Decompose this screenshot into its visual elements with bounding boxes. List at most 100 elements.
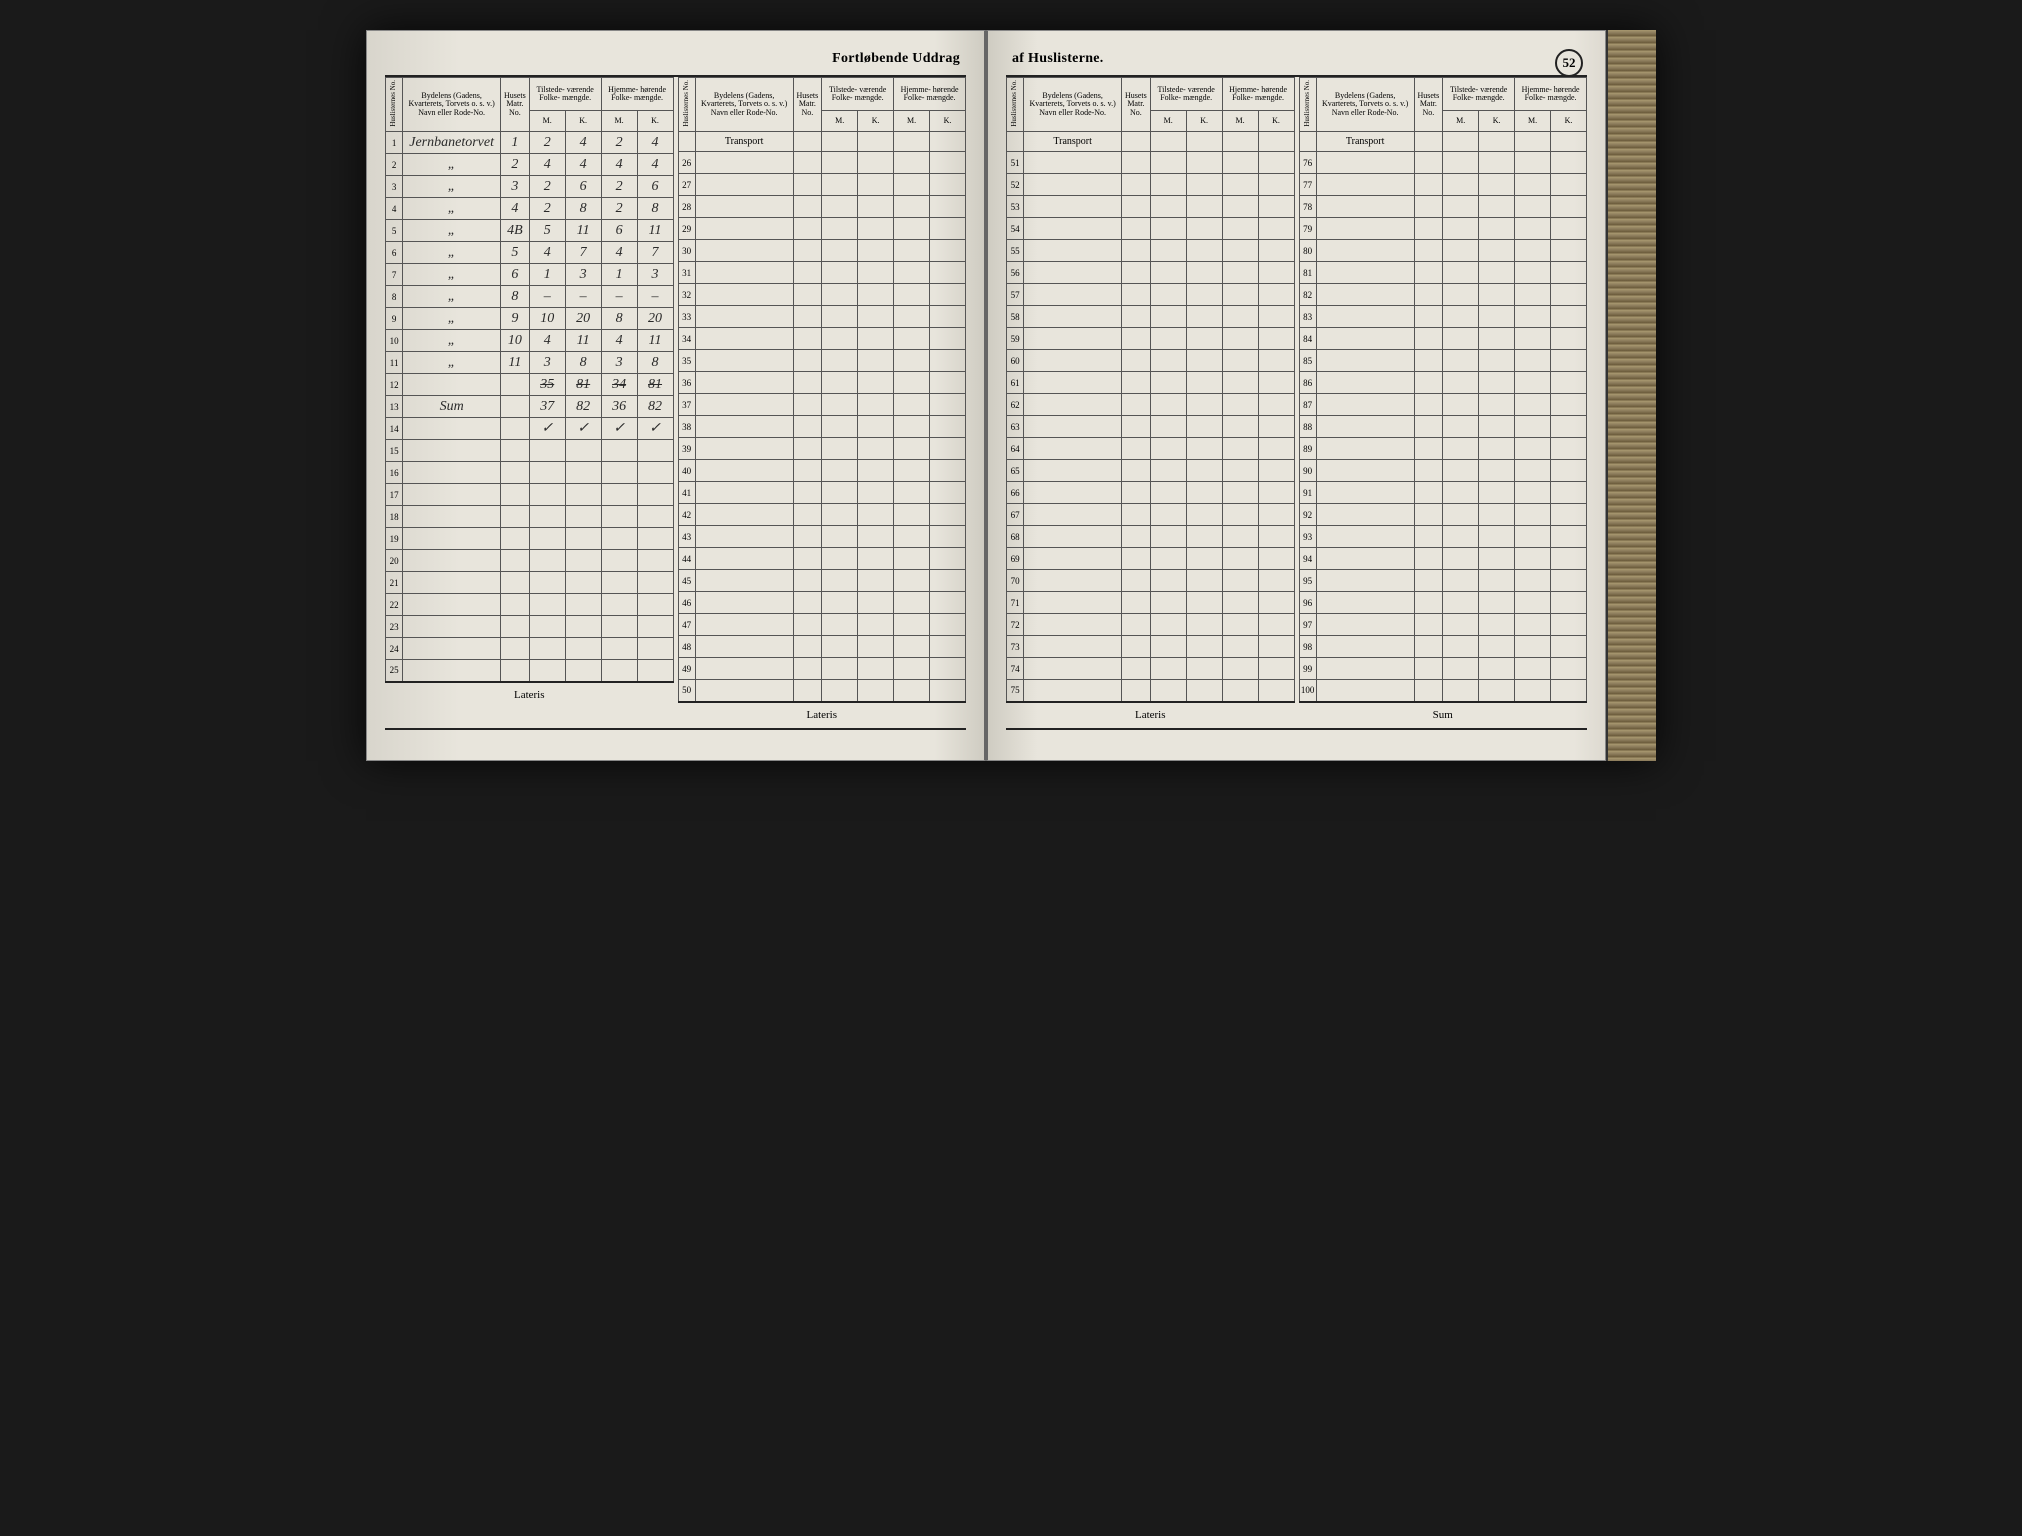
cell [1258, 482, 1294, 504]
row-number: 47 [678, 614, 695, 636]
cell [695, 658, 793, 680]
cell [1551, 174, 1587, 196]
table-row: 5„4B511611 [386, 220, 674, 242]
table-row: 51 [1007, 152, 1295, 174]
cell [637, 550, 673, 572]
cell [1150, 680, 1186, 702]
cell [1551, 284, 1587, 306]
table-row: 60 [1007, 350, 1295, 372]
cell [1150, 636, 1186, 658]
cell [1122, 284, 1151, 306]
row-number: 30 [678, 240, 695, 262]
cell: 6 [565, 176, 601, 198]
table-row: 94 [1299, 548, 1587, 570]
cell [1515, 570, 1551, 592]
cell [1024, 262, 1122, 284]
cell [1122, 482, 1151, 504]
cell [1222, 592, 1258, 614]
row-number: 31 [678, 262, 695, 284]
cell [501, 418, 530, 440]
col-bydelen: Bydelens (Gadens, Kvarterets, Torvets o.… [403, 78, 501, 132]
cell [1414, 548, 1443, 570]
cell [601, 462, 637, 484]
col-m: M. [601, 111, 637, 132]
table-row: 81 [1299, 262, 1587, 284]
sum-label: Sum [1299, 702, 1587, 728]
cell [501, 572, 530, 594]
row-number: 72 [1007, 614, 1024, 636]
cell [822, 328, 858, 350]
table-row: 49 [678, 658, 966, 680]
row-number: 33 [678, 306, 695, 328]
cell [403, 440, 501, 462]
cell [793, 416, 822, 438]
table-row: 68 [1007, 526, 1295, 548]
cell [1222, 438, 1258, 460]
table-row: 16 [386, 462, 674, 484]
cell [501, 462, 530, 484]
cell [1186, 416, 1222, 438]
cell [894, 372, 930, 394]
cell [1443, 482, 1479, 504]
cell [894, 240, 930, 262]
table-row: 86 [1299, 372, 1587, 394]
cell [501, 550, 530, 572]
cell: 3 [529, 352, 565, 374]
table-body: 2627282930313233343536373839404142434445… [678, 152, 966, 702]
row-number: 29 [678, 218, 695, 240]
cell [1414, 240, 1443, 262]
cell [1258, 262, 1294, 284]
cell [695, 240, 793, 262]
cell [1150, 526, 1186, 548]
cell [695, 680, 793, 702]
cell [1414, 152, 1443, 174]
right-section-1: Huslisternes No. Bydelens (Gadens, Kvart… [1006, 77, 1295, 728]
cell [822, 658, 858, 680]
cell [1186, 196, 1222, 218]
row-number: 17 [386, 484, 403, 506]
cell [601, 616, 637, 638]
table-row: 19 [386, 528, 674, 550]
cell [1316, 416, 1414, 438]
cell [1479, 438, 1515, 460]
cell [1186, 152, 1222, 174]
cell [858, 284, 894, 306]
cell [1024, 306, 1122, 328]
cell [793, 152, 822, 174]
cell [565, 572, 601, 594]
table-row: 85 [1299, 350, 1587, 372]
cell: 2 [601, 176, 637, 198]
cell [1443, 460, 1479, 482]
cell [1316, 196, 1414, 218]
cell [858, 460, 894, 482]
table-header: Huslisternes No. Bydelens (Gadens, Kvart… [1299, 78, 1587, 132]
cell [1515, 218, 1551, 240]
cell [1551, 614, 1587, 636]
row-number: 43 [678, 526, 695, 548]
cell [1551, 526, 1587, 548]
table-header: Huslisternes No. Bydelens (Gadens, Kvart… [386, 78, 674, 132]
cell [695, 174, 793, 196]
cell [894, 284, 930, 306]
cell [1316, 174, 1414, 196]
cell: 5 [501, 242, 530, 264]
table-row: 50 [678, 680, 966, 702]
cell [1551, 504, 1587, 526]
row-number: 62 [1007, 394, 1024, 416]
col-k: K. [858, 111, 894, 132]
cell [601, 638, 637, 660]
cell [695, 548, 793, 570]
cell [501, 638, 530, 660]
cell [1414, 416, 1443, 438]
cell [1515, 196, 1551, 218]
cell [1222, 262, 1258, 284]
cell [1479, 680, 1515, 702]
cell: 82 [637, 396, 673, 418]
col-hjemme: Hjemme- hørende Folke- mængde. [601, 78, 673, 111]
cell [1186, 460, 1222, 482]
cell [1258, 460, 1294, 482]
cell [1186, 174, 1222, 196]
cell [1479, 416, 1515, 438]
cell [1024, 570, 1122, 592]
cell [1316, 570, 1414, 592]
